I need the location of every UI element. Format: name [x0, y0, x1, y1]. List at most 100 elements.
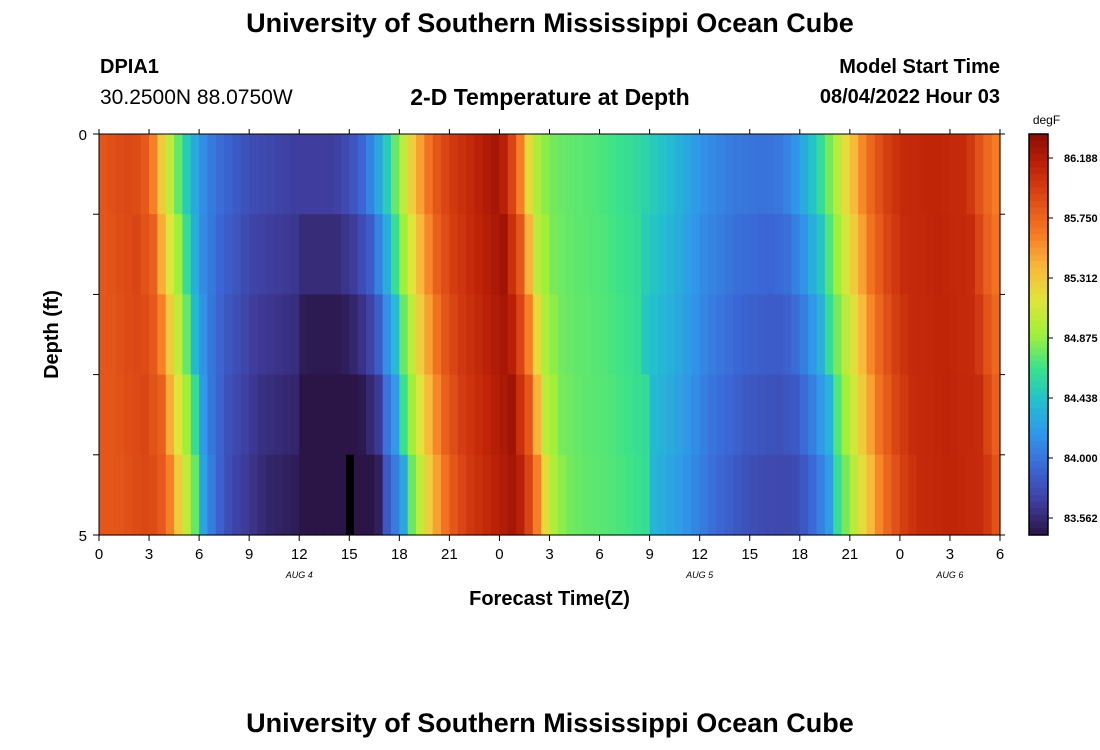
colorbar-segment — [1029, 207, 1048, 215]
heatmap-cell — [199, 454, 209, 536]
heatmap-cell — [474, 134, 484, 215]
y-tick-label: 0 — [79, 127, 87, 144]
heatmap-cell — [99, 134, 108, 215]
heatmap-cell — [416, 374, 425, 456]
heatmap-cell — [708, 294, 717, 376]
heatmap-cell — [199, 374, 209, 456]
heatmap-cell — [974, 374, 984, 456]
heatmap-cell — [749, 134, 759, 215]
heatmap-cell — [816, 294, 826, 376]
heatmap-cell — [641, 214, 651, 295]
heatmap-cell — [282, 134, 292, 215]
heatmap-cell — [866, 374, 876, 456]
heatmap-cell — [666, 134, 676, 215]
heatmap-cell — [682, 454, 692, 536]
heatmap-cell — [849, 374, 859, 456]
colorbar-segment — [1029, 267, 1048, 275]
heatmap-cell — [774, 214, 784, 295]
heatmap-cell — [958, 454, 968, 536]
model-start-label: Model Start Time — [839, 56, 1000, 78]
heatmap-cell — [641, 294, 651, 376]
heatmap-cell — [849, 454, 859, 536]
colorbar-segment — [1029, 394, 1048, 402]
colorbar-segment — [1029, 134, 1048, 142]
heatmap-cell — [441, 374, 450, 456]
heatmap-cell — [524, 294, 534, 376]
heatmap-cell — [983, 374, 993, 456]
heatmap-cell — [616, 374, 626, 456]
heatmap-cell — [891, 214, 901, 295]
heatmap-cell — [908, 214, 918, 295]
heatmap-cell — [557, 294, 567, 376]
heatmap-cell — [115, 374, 125, 456]
heatmap-cell — [874, 134, 884, 215]
heatmap-cell — [416, 294, 425, 376]
colorbar-segment — [1029, 421, 1048, 429]
colorbar-segment — [1029, 321, 1048, 329]
heatmap-cell — [983, 294, 993, 376]
heatmap-cell — [657, 134, 667, 215]
heatmap-cell — [591, 294, 601, 376]
heatmap-cell — [783, 374, 793, 456]
heatmap-cell — [257, 454, 267, 536]
colorbar-segment — [1029, 194, 1048, 202]
heatmap-cell — [157, 374, 167, 456]
heatmap-cell — [624, 134, 634, 215]
heatmap-cell — [382, 454, 392, 536]
heatmap-cell — [841, 374, 851, 456]
colorbar-tick-label: 83.562 — [1064, 513, 1098, 525]
heatmap-cell — [666, 214, 676, 295]
colorbar-segment — [1029, 428, 1048, 436]
heatmap-cell — [883, 214, 893, 295]
heatmap-cell — [441, 214, 450, 295]
heatmap-cell — [240, 294, 250, 376]
heatmap-cell — [149, 214, 158, 295]
heatmap-cell — [290, 454, 300, 536]
heatmap-cell — [758, 454, 767, 536]
x-tick-label: 9 — [645, 546, 653, 563]
heatmap-cell — [716, 134, 726, 215]
heatmap-cell — [733, 134, 742, 215]
heatmap-cell — [399, 134, 409, 215]
heatmap-cell — [724, 214, 734, 295]
heatmap-cell — [624, 374, 634, 456]
heatmap-cell — [749, 294, 759, 376]
heatmap-cell — [632, 214, 642, 295]
heatmap-cell — [974, 134, 984, 215]
heatmap-cell — [332, 454, 342, 536]
heatmap-cell — [357, 294, 367, 376]
heatmap-cell — [390, 454, 400, 536]
x-tick-label: 21 — [441, 546, 458, 563]
heatmap-cell — [365, 134, 375, 215]
heatmap-cell — [599, 294, 609, 376]
x-tick-label: 0 — [896, 546, 904, 563]
colorbar-segment — [1029, 301, 1048, 309]
heatmap-cell — [349, 374, 359, 456]
heatmap-cell — [641, 134, 651, 215]
heatmap-cell — [482, 454, 492, 536]
heatmap-cell — [307, 294, 317, 376]
heatmap-cell — [516, 454, 526, 536]
heatmap-cell — [858, 374, 868, 456]
heatmap-cell — [824, 214, 834, 295]
heatmap-cell — [124, 454, 133, 536]
heatmap-cell — [349, 134, 359, 215]
heatmap-cell — [833, 214, 843, 295]
heatmap-cell — [407, 134, 417, 215]
heatmap-cell — [290, 294, 300, 376]
heatmap-cell — [941, 294, 951, 376]
heatmap-cell — [549, 214, 559, 295]
heatmap-cell — [441, 134, 450, 215]
heatmap-cell — [324, 294, 334, 376]
heatmap-cell — [766, 454, 776, 536]
heatmap-cell — [190, 294, 200, 376]
x-tick-label: 15 — [741, 546, 758, 563]
heatmap-cell — [874, 374, 884, 456]
heatmap-cell — [357, 214, 367, 295]
heatmap-cell — [616, 214, 626, 295]
heatmap-cell — [207, 374, 217, 456]
colorbar-segment — [1029, 147, 1048, 155]
x-tick-label: 6 — [195, 546, 203, 563]
heatmap-cell — [924, 294, 934, 376]
heatmap-cell — [566, 454, 576, 536]
